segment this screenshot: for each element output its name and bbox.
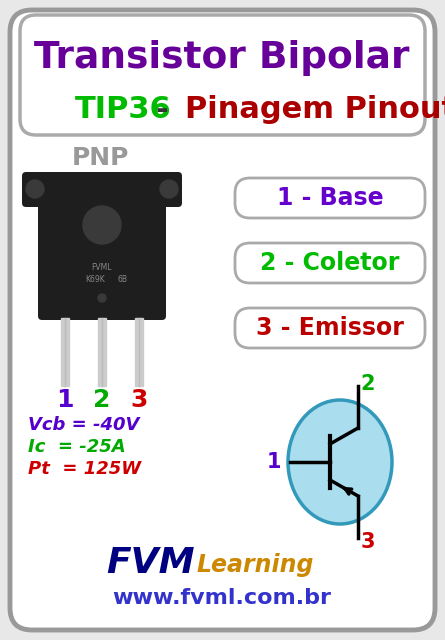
FancyBboxPatch shape xyxy=(235,243,425,283)
Text: www.fvml.com.br: www.fvml.com.br xyxy=(113,588,332,608)
Text: Pinagem Pinout: Pinagem Pinout xyxy=(185,95,445,125)
Text: 3 - Emissor: 3 - Emissor xyxy=(256,316,404,340)
Text: 1: 1 xyxy=(56,388,74,412)
Text: PNP: PNP xyxy=(71,146,129,170)
FancyBboxPatch shape xyxy=(38,172,166,320)
Text: 6B: 6B xyxy=(118,275,128,285)
Circle shape xyxy=(83,206,121,244)
Text: Learning: Learning xyxy=(196,553,314,577)
Bar xyxy=(61,318,69,386)
Text: K69K: K69K xyxy=(85,275,105,285)
Text: 3: 3 xyxy=(361,532,375,552)
Text: Transistor Bipolar: Transistor Bipolar xyxy=(34,40,410,76)
Text: Ic  = -25A: Ic = -25A xyxy=(28,438,125,456)
Ellipse shape xyxy=(288,400,392,524)
Text: TIP36: TIP36 xyxy=(75,95,172,125)
Text: 2: 2 xyxy=(361,374,375,394)
Bar xyxy=(135,318,143,386)
FancyBboxPatch shape xyxy=(20,15,425,135)
Text: 2: 2 xyxy=(93,388,111,412)
FancyBboxPatch shape xyxy=(10,10,435,630)
Text: 1 - Base: 1 - Base xyxy=(277,186,383,210)
Bar xyxy=(98,318,106,386)
Text: -: - xyxy=(156,95,168,125)
FancyBboxPatch shape xyxy=(235,178,425,218)
Circle shape xyxy=(26,180,44,198)
Text: 1: 1 xyxy=(267,452,281,472)
Text: Vcb = -40V: Vcb = -40V xyxy=(28,416,139,434)
Text: 2 - Coletor: 2 - Coletor xyxy=(260,251,400,275)
Circle shape xyxy=(160,180,178,198)
Text: FVM: FVM xyxy=(106,546,195,580)
FancyBboxPatch shape xyxy=(22,172,182,207)
Text: 3: 3 xyxy=(130,388,148,412)
Circle shape xyxy=(98,294,106,302)
Text: FVML: FVML xyxy=(92,264,112,273)
FancyBboxPatch shape xyxy=(235,308,425,348)
Text: Pt  = 125W: Pt = 125W xyxy=(28,460,141,478)
